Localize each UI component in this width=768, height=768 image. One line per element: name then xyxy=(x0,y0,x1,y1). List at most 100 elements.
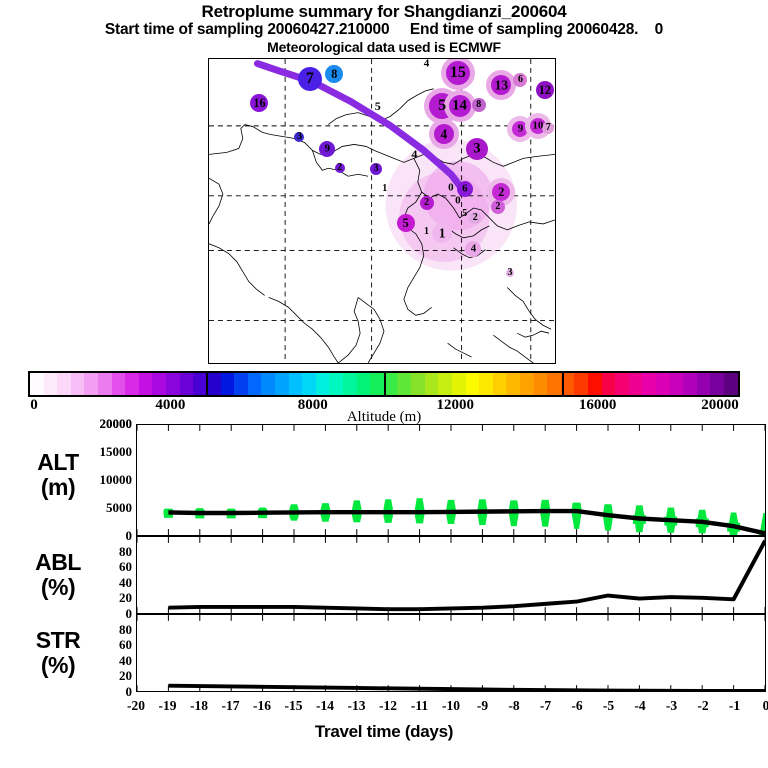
timeseries-panels: ALT (m) ABL (%) STR (%) xyxy=(0,416,768,768)
xtick-label: -18 xyxy=(190,698,208,713)
xtick-label: -16 xyxy=(253,698,271,713)
colorbar-swatch xyxy=(669,373,684,395)
cluster-marker xyxy=(445,60,470,85)
figure-header: Retroplume summary for Shangdianzi_20060… xyxy=(0,2,768,56)
xtick-label: -12 xyxy=(379,698,397,713)
map-annotation-label: 0 xyxy=(455,194,461,207)
ytick-label: 15000 xyxy=(99,444,133,459)
cluster-marker xyxy=(419,195,434,210)
str-plot-canvas xyxy=(137,615,765,691)
ytick-label: 20000 xyxy=(99,416,133,431)
cluster-label: 13 xyxy=(494,77,509,93)
cluster-marker xyxy=(319,141,336,158)
colorbar-swatch xyxy=(628,373,643,395)
xtick-label: -19 xyxy=(158,698,177,713)
panel-label-str-line1: STR xyxy=(35,627,81,653)
map-annotation-label: 1 xyxy=(382,183,388,195)
colorbar-swatch xyxy=(30,373,44,395)
colorbar-swatch xyxy=(519,373,534,395)
panel-label-abl-line1: ABL xyxy=(35,549,81,575)
cluster-label: 10 xyxy=(532,119,544,132)
sampling-time-line: Start time of sampling 20060427.210000 E… xyxy=(104,21,664,38)
colorbar-swatch xyxy=(111,373,126,395)
cluster-marker xyxy=(297,66,322,91)
cluster-label: 3 xyxy=(296,131,302,143)
alt-scatter-points xyxy=(163,498,765,535)
colorbar-swatch xyxy=(656,373,670,395)
colorbar-swatch xyxy=(70,373,85,395)
colorbar-swatch xyxy=(152,373,167,395)
panel-label-alt-line1: ALT xyxy=(37,449,79,475)
cluster-marker xyxy=(542,121,555,134)
abl-plot-canvas xyxy=(137,537,765,613)
colorbar-separator xyxy=(206,371,208,397)
cluster-label: 7 xyxy=(545,121,551,133)
cluster-label: 9 xyxy=(324,142,331,155)
colorbar-swatch xyxy=(138,373,153,395)
colorbar-separator xyxy=(384,371,386,397)
ytick-label: 60 xyxy=(119,559,132,575)
cluster-marker xyxy=(535,80,554,99)
colorbar-swatch xyxy=(261,373,275,395)
colorbar-tick-label: 0 xyxy=(30,397,38,413)
panel-label-str: STR (%) xyxy=(2,628,114,678)
ytick-label: 0 xyxy=(125,528,133,543)
colorbar-swatch xyxy=(247,373,262,395)
colorbar-swatch xyxy=(206,373,221,395)
cluster-label: 8 xyxy=(476,98,482,110)
cluster-label: 1 xyxy=(438,225,446,241)
cluster-marker xyxy=(465,240,482,257)
ytick-label: 0 xyxy=(125,684,133,699)
cluster-label: 3 xyxy=(373,163,379,175)
xtick-label: -4 xyxy=(634,698,646,713)
colorbar-swatch xyxy=(506,373,520,395)
map-annotation-label: 4 xyxy=(423,58,430,70)
cluster-label: 14 xyxy=(452,98,467,114)
cluster-marker xyxy=(250,94,269,113)
panel-label-alt-unit: (m) xyxy=(40,474,76,500)
cluster-label: 9 xyxy=(517,122,524,135)
cluster-label: 8 xyxy=(331,67,338,82)
colorbar-swatch xyxy=(642,373,657,395)
colorbar-swatch xyxy=(315,373,330,395)
cluster-marker xyxy=(294,132,305,143)
colorbar-tick-label: 8000 xyxy=(297,397,328,413)
coastline-layer xyxy=(209,88,555,363)
cluster-label: 2 xyxy=(472,212,478,224)
colorbar-swatch xyxy=(356,373,371,395)
retroplume-map: 16 7 8 15 13 6 12 5 14 8 9 10 7 3 9 2 3 4 3 6 2 5 2 2 2 1 4 3 4 5 4 1 0 0… xyxy=(208,58,556,364)
cluster-marker xyxy=(465,138,488,161)
xtick-label: -10 xyxy=(442,698,460,713)
colorbar-swatch xyxy=(397,373,412,395)
colorbar-swatch xyxy=(220,373,235,395)
colorbar-swatch xyxy=(615,373,629,395)
cluster-marker xyxy=(432,223,453,244)
ytick-label: 60 xyxy=(119,637,132,653)
colorbar-swatch xyxy=(329,373,344,395)
cluster-label: 6 xyxy=(517,74,523,86)
xtick-label: -5 xyxy=(602,698,615,713)
cluster-label: 2 xyxy=(498,185,505,200)
colorbar-tick-label: 4000 xyxy=(155,397,186,413)
alt-plot-canvas xyxy=(137,425,765,535)
colorbar-tick-label: 12000 xyxy=(436,397,474,413)
map-annotation-label: 5 xyxy=(374,99,381,114)
cluster-label: 7 xyxy=(305,69,314,87)
cluster-marker xyxy=(471,97,486,112)
colorbar-swatch xyxy=(724,373,738,395)
colorbar-swatch xyxy=(383,373,398,395)
colorbar-swatch xyxy=(587,373,602,395)
colorbar-swatch xyxy=(98,373,112,395)
colorbar-separator xyxy=(562,371,564,397)
panel-label-abl: ABL (%) xyxy=(2,550,114,600)
cluster-label: 3 xyxy=(473,140,481,157)
ytick-label: 10000 xyxy=(99,472,133,487)
colorbar-swatch xyxy=(424,373,439,395)
xtick-label: -8 xyxy=(508,698,520,713)
met-data-line: Meteorological data used is ECMWF xyxy=(267,39,501,55)
cluster-marker xyxy=(469,212,482,225)
colorbar-swatch xyxy=(411,373,425,395)
colorbar-swatch xyxy=(547,373,561,395)
xtick-label: -1 xyxy=(728,698,741,713)
